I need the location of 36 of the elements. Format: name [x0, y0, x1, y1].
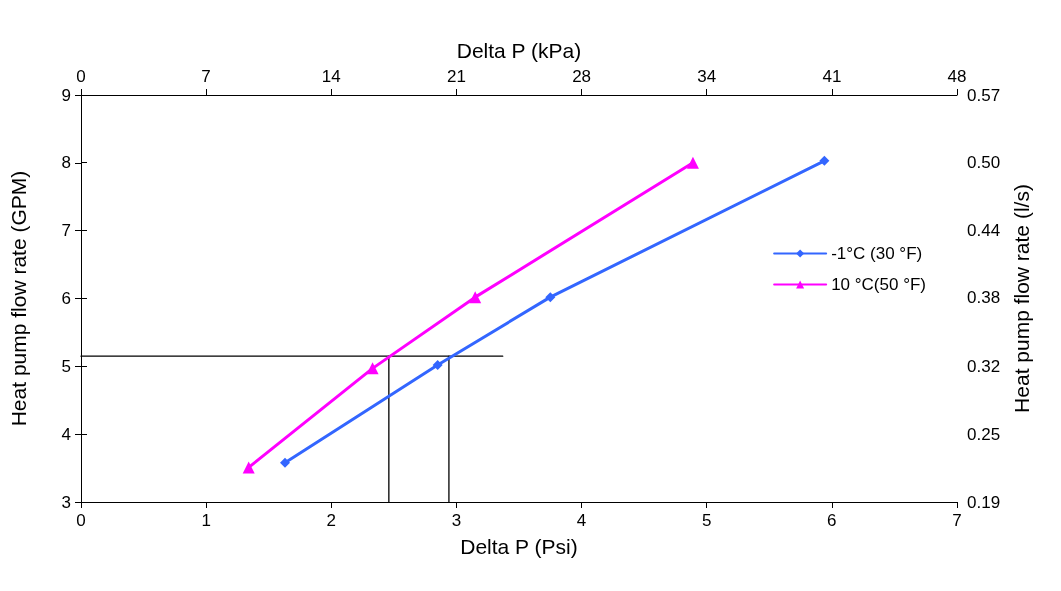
- y-tick-label: 3: [61, 492, 71, 512]
- x2-tick-label: 21: [446, 67, 466, 86]
- x2-tick-label: 48: [947, 67, 967, 86]
- y2-tick-label: 0.38: [967, 288, 1001, 308]
- y-tick-label: 8: [61, 153, 71, 173]
- x-tick-label: 5: [701, 511, 712, 530]
- x2-tick-label: 41: [822, 67, 842, 86]
- y2-tick-label: 0.50: [967, 153, 1001, 173]
- x2-tick-label: 7: [201, 67, 211, 86]
- legend-label: -1°C (30 °F): [831, 244, 923, 263]
- x-tick-label: 3: [451, 511, 462, 530]
- x-tick-label: 2: [326, 511, 337, 530]
- y-axis-title: Heat pump flow rate (GPM): [7, 170, 30, 427]
- x-tick-label: 6: [827, 511, 837, 530]
- y2-tick-label: 0.57: [967, 85, 1001, 105]
- y-tick-label: 4: [61, 424, 71, 444]
- x-tick-label: 0: [76, 511, 86, 530]
- y2-axis-title: Heat pump flow rate (l/s): [1009, 184, 1033, 413]
- y2-tick-label: 0.19: [967, 492, 1001, 512]
- y-tick-label: 6: [61, 289, 71, 308]
- x2-tick-label: 34: [697, 67, 717, 86]
- y-tick-label: 9: [61, 85, 71, 105]
- x-axis-title: Delta P (Psi): [460, 535, 578, 558]
- y-tick-label: 7: [61, 221, 71, 241]
- y-tick-label: 5: [61, 356, 71, 376]
- x-tick-label: 4: [576, 511, 587, 530]
- x2-axis-title: Delta P (kPa): [456, 39, 582, 62]
- x2-tick-label: 0: [76, 67, 86, 86]
- x-tick-label: 7: [952, 511, 962, 530]
- y2-tick-label: 0.25: [967, 424, 1001, 444]
- y2-tick-label: 0.32: [967, 357, 1001, 377]
- x-tick-label: 1: [201, 511, 211, 530]
- x2-tick-label: 28: [572, 67, 592, 86]
- y2-tick-label: 0.44: [967, 220, 1001, 240]
- x2-tick-label: 14: [321, 67, 341, 86]
- legend-label: 10 °C(50 °F): [831, 275, 927, 294]
